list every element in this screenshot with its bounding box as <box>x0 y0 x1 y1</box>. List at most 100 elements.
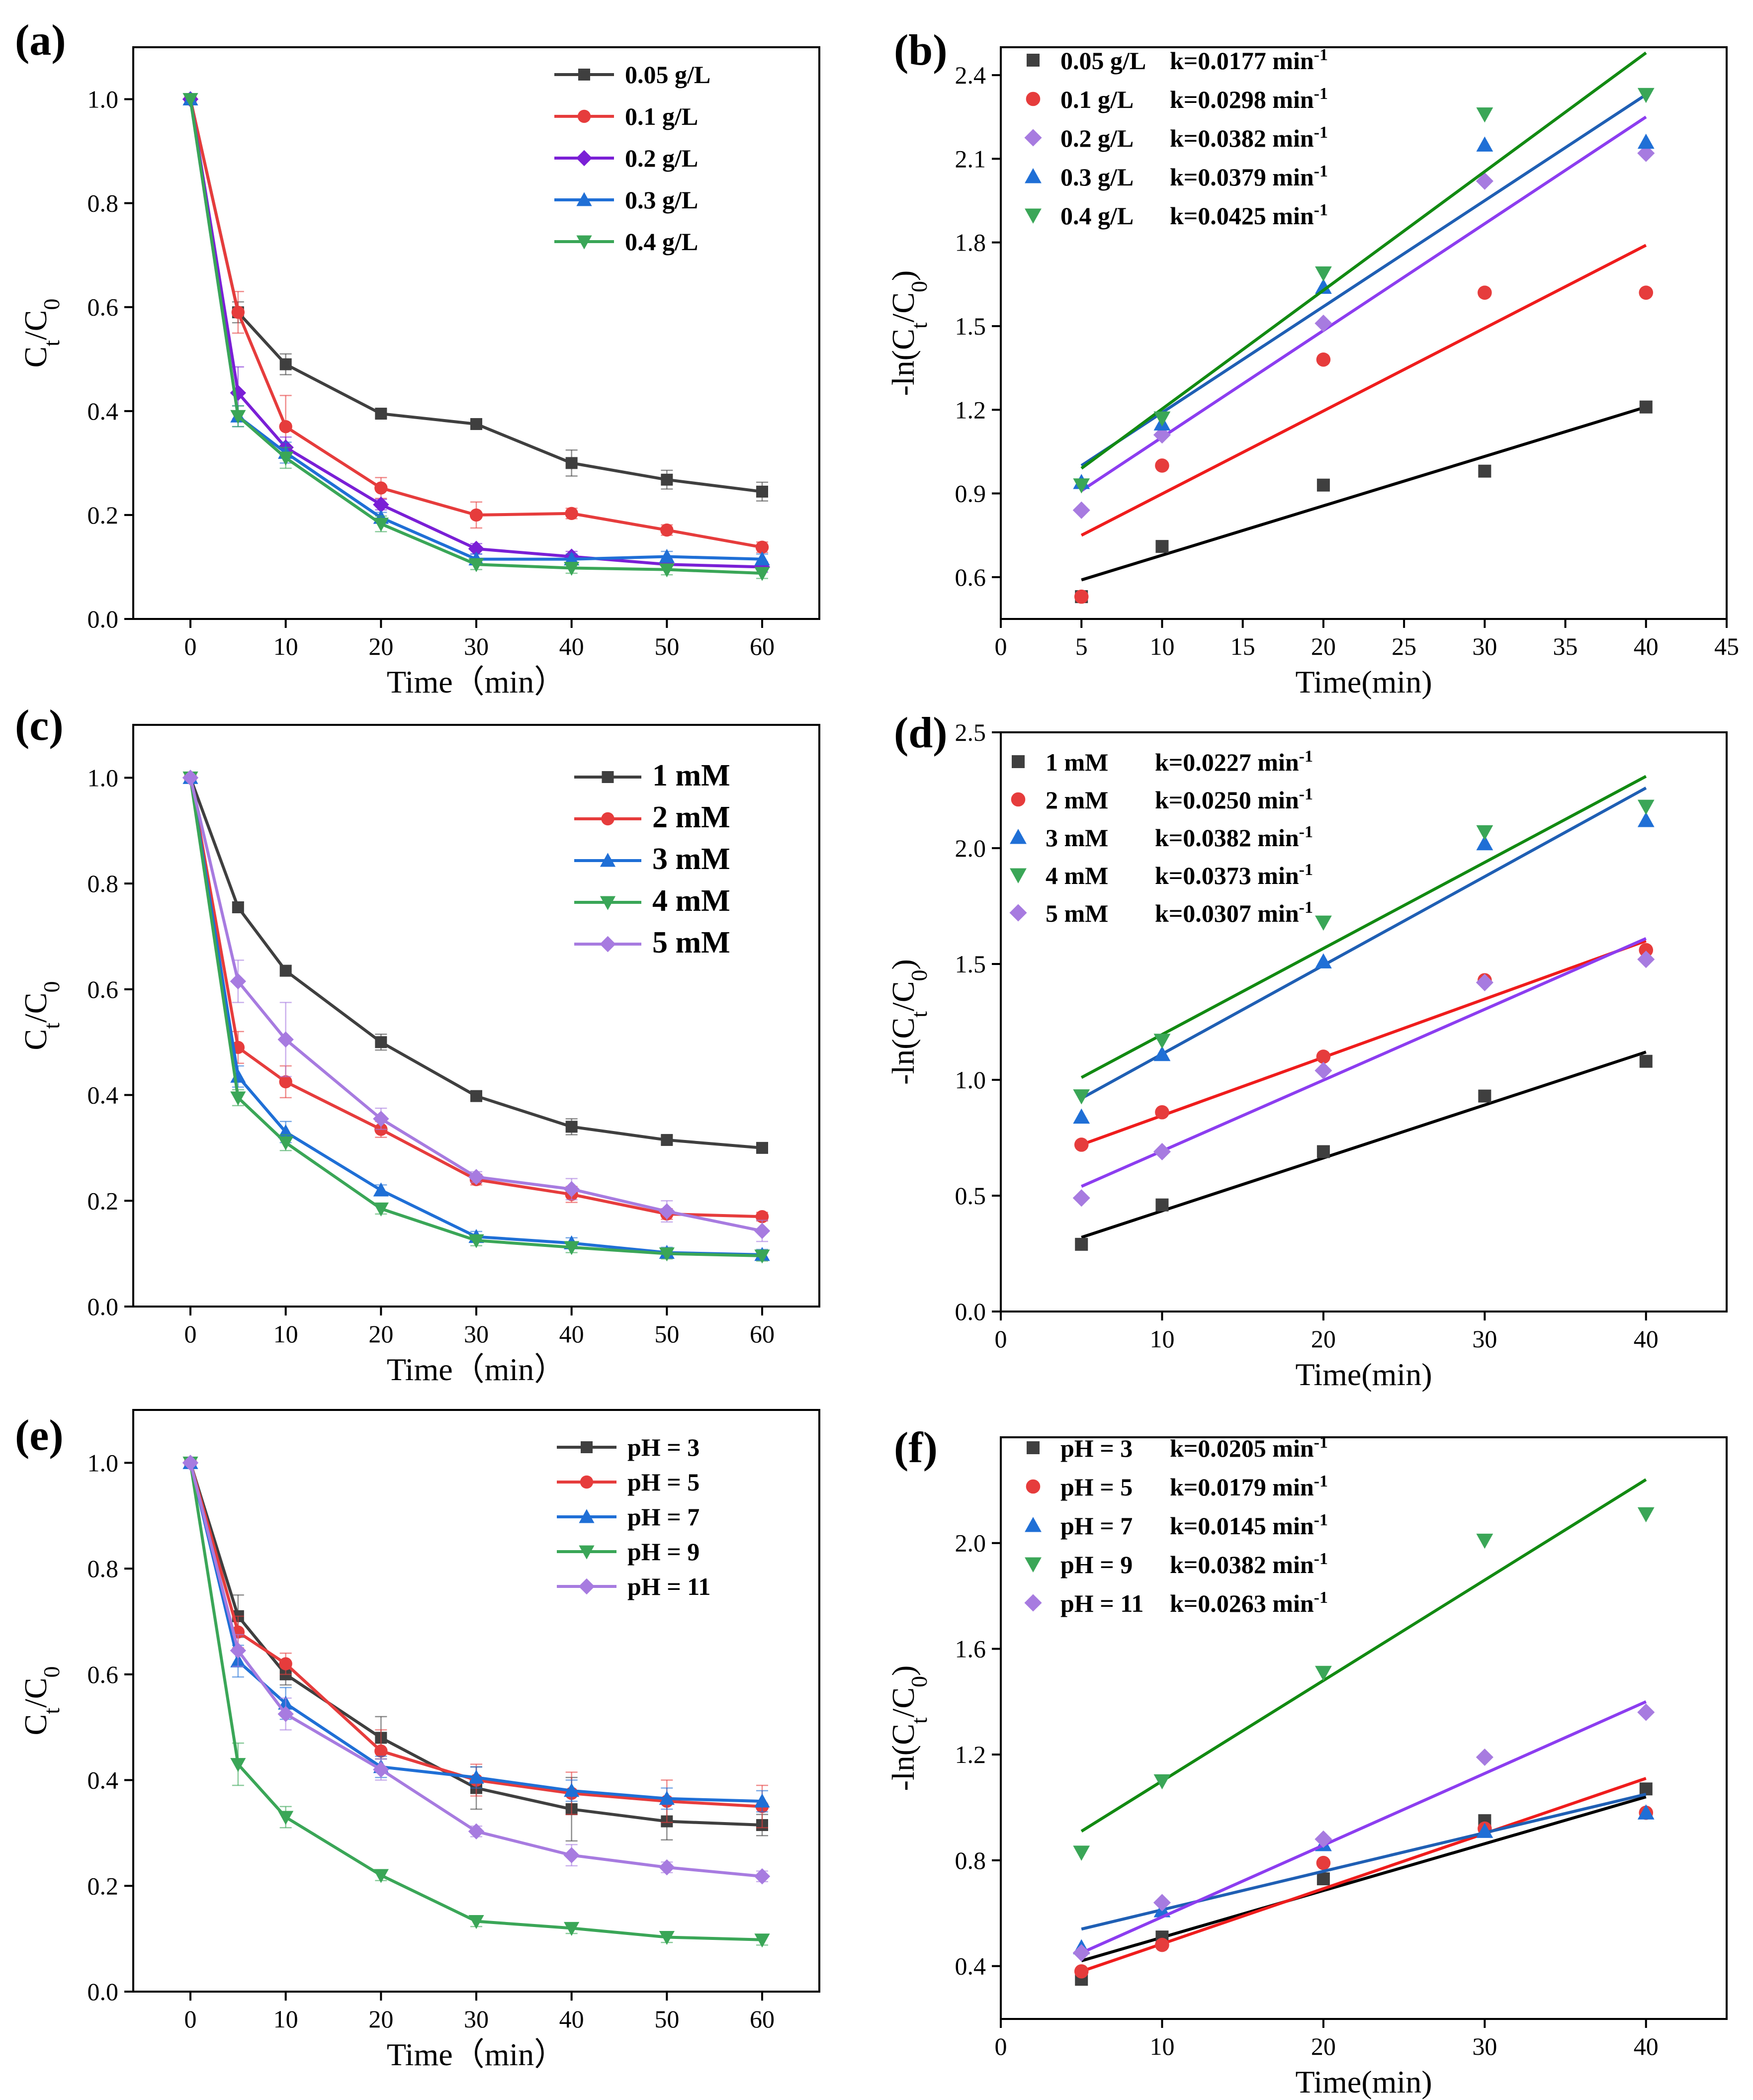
legend-marker <box>578 1578 595 1595</box>
data-point <box>1153 1046 1171 1061</box>
y-tick-label: 0.2 <box>88 1187 119 1215</box>
data-point <box>1639 1054 1653 1068</box>
data-point <box>1072 1189 1090 1207</box>
fit-line <box>1081 1777 1647 1973</box>
data-point <box>468 540 485 557</box>
series-line <box>189 777 763 1149</box>
legend-k-value: k=0.0307 min-1 <box>1155 898 1313 928</box>
legend-label: 0.3 g/L <box>625 186 698 214</box>
x-axis-label: Time(min) <box>1296 1357 1432 1392</box>
legend-marker <box>1011 792 1026 807</box>
legend-k-value: k=0.0425 min-1 <box>1170 201 1328 230</box>
data-point <box>1073 1108 1090 1124</box>
fit-line <box>1081 937 1647 1188</box>
legend-k-value: k=0.0205 min-1 <box>1170 1433 1328 1463</box>
data-point <box>1315 953 1332 968</box>
y-tick-label: 1.0 <box>88 86 119 113</box>
fit-line <box>1080 51 1647 470</box>
x-tick-label: 60 <box>750 2005 775 2033</box>
x-tick-label: 40 <box>1634 1325 1659 1353</box>
series-line <box>189 1462 763 1878</box>
y-tick-label: 0.8 <box>955 1846 986 1874</box>
data-point <box>375 1036 387 1049</box>
data-point <box>563 1181 580 1198</box>
fit-line <box>1080 775 1647 1079</box>
y-tick-label: 0.2 <box>88 501 119 529</box>
y-tick-label: 0.9 <box>955 480 986 508</box>
x-tick-label: 30 <box>464 632 489 660</box>
legend-label: 0.1 g/L <box>1060 86 1134 113</box>
data-point <box>1155 540 1169 553</box>
data-point <box>1153 1774 1171 1790</box>
data-point <box>564 562 580 576</box>
legend-marker <box>580 1475 594 1489</box>
y-tick-label: 0.8 <box>88 1555 119 1582</box>
data-point <box>754 567 770 581</box>
data-point <box>756 485 768 498</box>
fit-line <box>1081 405 1647 582</box>
data-point <box>278 451 294 466</box>
data-point <box>661 1134 673 1146</box>
y-tick-label: 1.2 <box>955 396 986 424</box>
legend-k-value: k=0.0382 min-1 <box>1170 123 1328 153</box>
fit-line <box>1080 1478 1647 1833</box>
data-point <box>1637 951 1655 968</box>
data-point <box>1476 107 1493 123</box>
fit-line <box>1081 1050 1647 1239</box>
x-tick-label: 30 <box>1472 1325 1497 1353</box>
legend-k-value: k=0.0379 min-1 <box>1170 162 1328 191</box>
y-tick-label: 0.0 <box>88 605 119 633</box>
data-point <box>1153 1894 1171 1912</box>
y-tick-label: 0.8 <box>88 870 119 897</box>
data-point <box>1476 1533 1493 1549</box>
series-line <box>189 99 763 569</box>
data-point <box>1478 464 1491 478</box>
data-point <box>1316 1855 1331 1870</box>
data-point <box>373 518 389 532</box>
data-point <box>659 1247 675 1262</box>
data-point <box>1476 1823 1493 1838</box>
legend-label: 5 mM <box>652 926 730 960</box>
y-tick-label: 1.8 <box>955 229 986 257</box>
legend-k-value: k=0.0227 min-1 <box>1155 747 1313 777</box>
x-tick-label: 10 <box>1149 1325 1174 1353</box>
data-point <box>1637 144 1655 162</box>
data-point <box>468 1823 485 1839</box>
data-point <box>1637 1703 1655 1721</box>
y-tick-label: 0.4 <box>88 1081 119 1109</box>
legend-label: 0.05 g/L <box>625 61 710 88</box>
y-tick-label: 2.0 <box>955 1529 986 1557</box>
data-point <box>565 457 578 469</box>
x-tick-label: 20 <box>368 1320 393 1348</box>
series-line <box>189 1462 763 1941</box>
panel-label: (d) <box>894 709 948 757</box>
x-tick-label: 20 <box>1311 1325 1336 1353</box>
data-point <box>564 1241 580 1255</box>
legend-label: pH = 7 <box>1060 1512 1133 1540</box>
series-line <box>189 98 763 493</box>
x-tick-label: 20 <box>368 632 393 660</box>
data-point <box>1072 501 1090 519</box>
legend-k-value: k=0.0382 min-1 <box>1155 823 1313 852</box>
data-point <box>1316 478 1330 492</box>
data-point <box>1072 1944 1090 1962</box>
data-point <box>1073 478 1090 494</box>
legend-marker <box>1025 1517 1042 1532</box>
x-axis-label: Time(min) <box>1296 2064 1432 2100</box>
legend-label: pH = 9 <box>627 1538 700 1566</box>
legend-marker <box>600 936 616 953</box>
data-point <box>230 973 247 990</box>
legend-marker <box>579 1509 595 1523</box>
data-point <box>754 1223 771 1239</box>
x-tick-label: 10 <box>1149 632 1174 660</box>
data-point <box>1073 1845 1090 1861</box>
legend-k-value: k=0.0145 min-1 <box>1170 1511 1328 1540</box>
x-tick-label: 0 <box>995 632 1007 660</box>
y-tick-label: 0.0 <box>88 1293 119 1320</box>
series-line <box>189 777 763 1257</box>
legend-marker <box>600 896 616 910</box>
y-tick-label: 2.0 <box>955 834 986 862</box>
data-point <box>659 563 675 578</box>
legend-label: 4 mM <box>1046 862 1108 889</box>
data-point <box>468 1915 484 1929</box>
